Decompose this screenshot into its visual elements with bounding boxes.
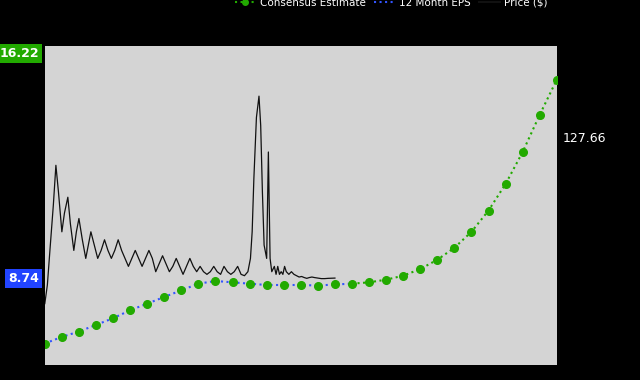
Legend: Consensus Estimate, 12 Month EPS, Price ($): Consensus Estimate, 12 Month EPS, Price … <box>230 0 552 12</box>
Text: 8.74: 8.74 <box>8 272 39 285</box>
Text: 127.66: 127.66 <box>563 132 606 145</box>
Text: 16.22: 16.22 <box>0 47 39 60</box>
